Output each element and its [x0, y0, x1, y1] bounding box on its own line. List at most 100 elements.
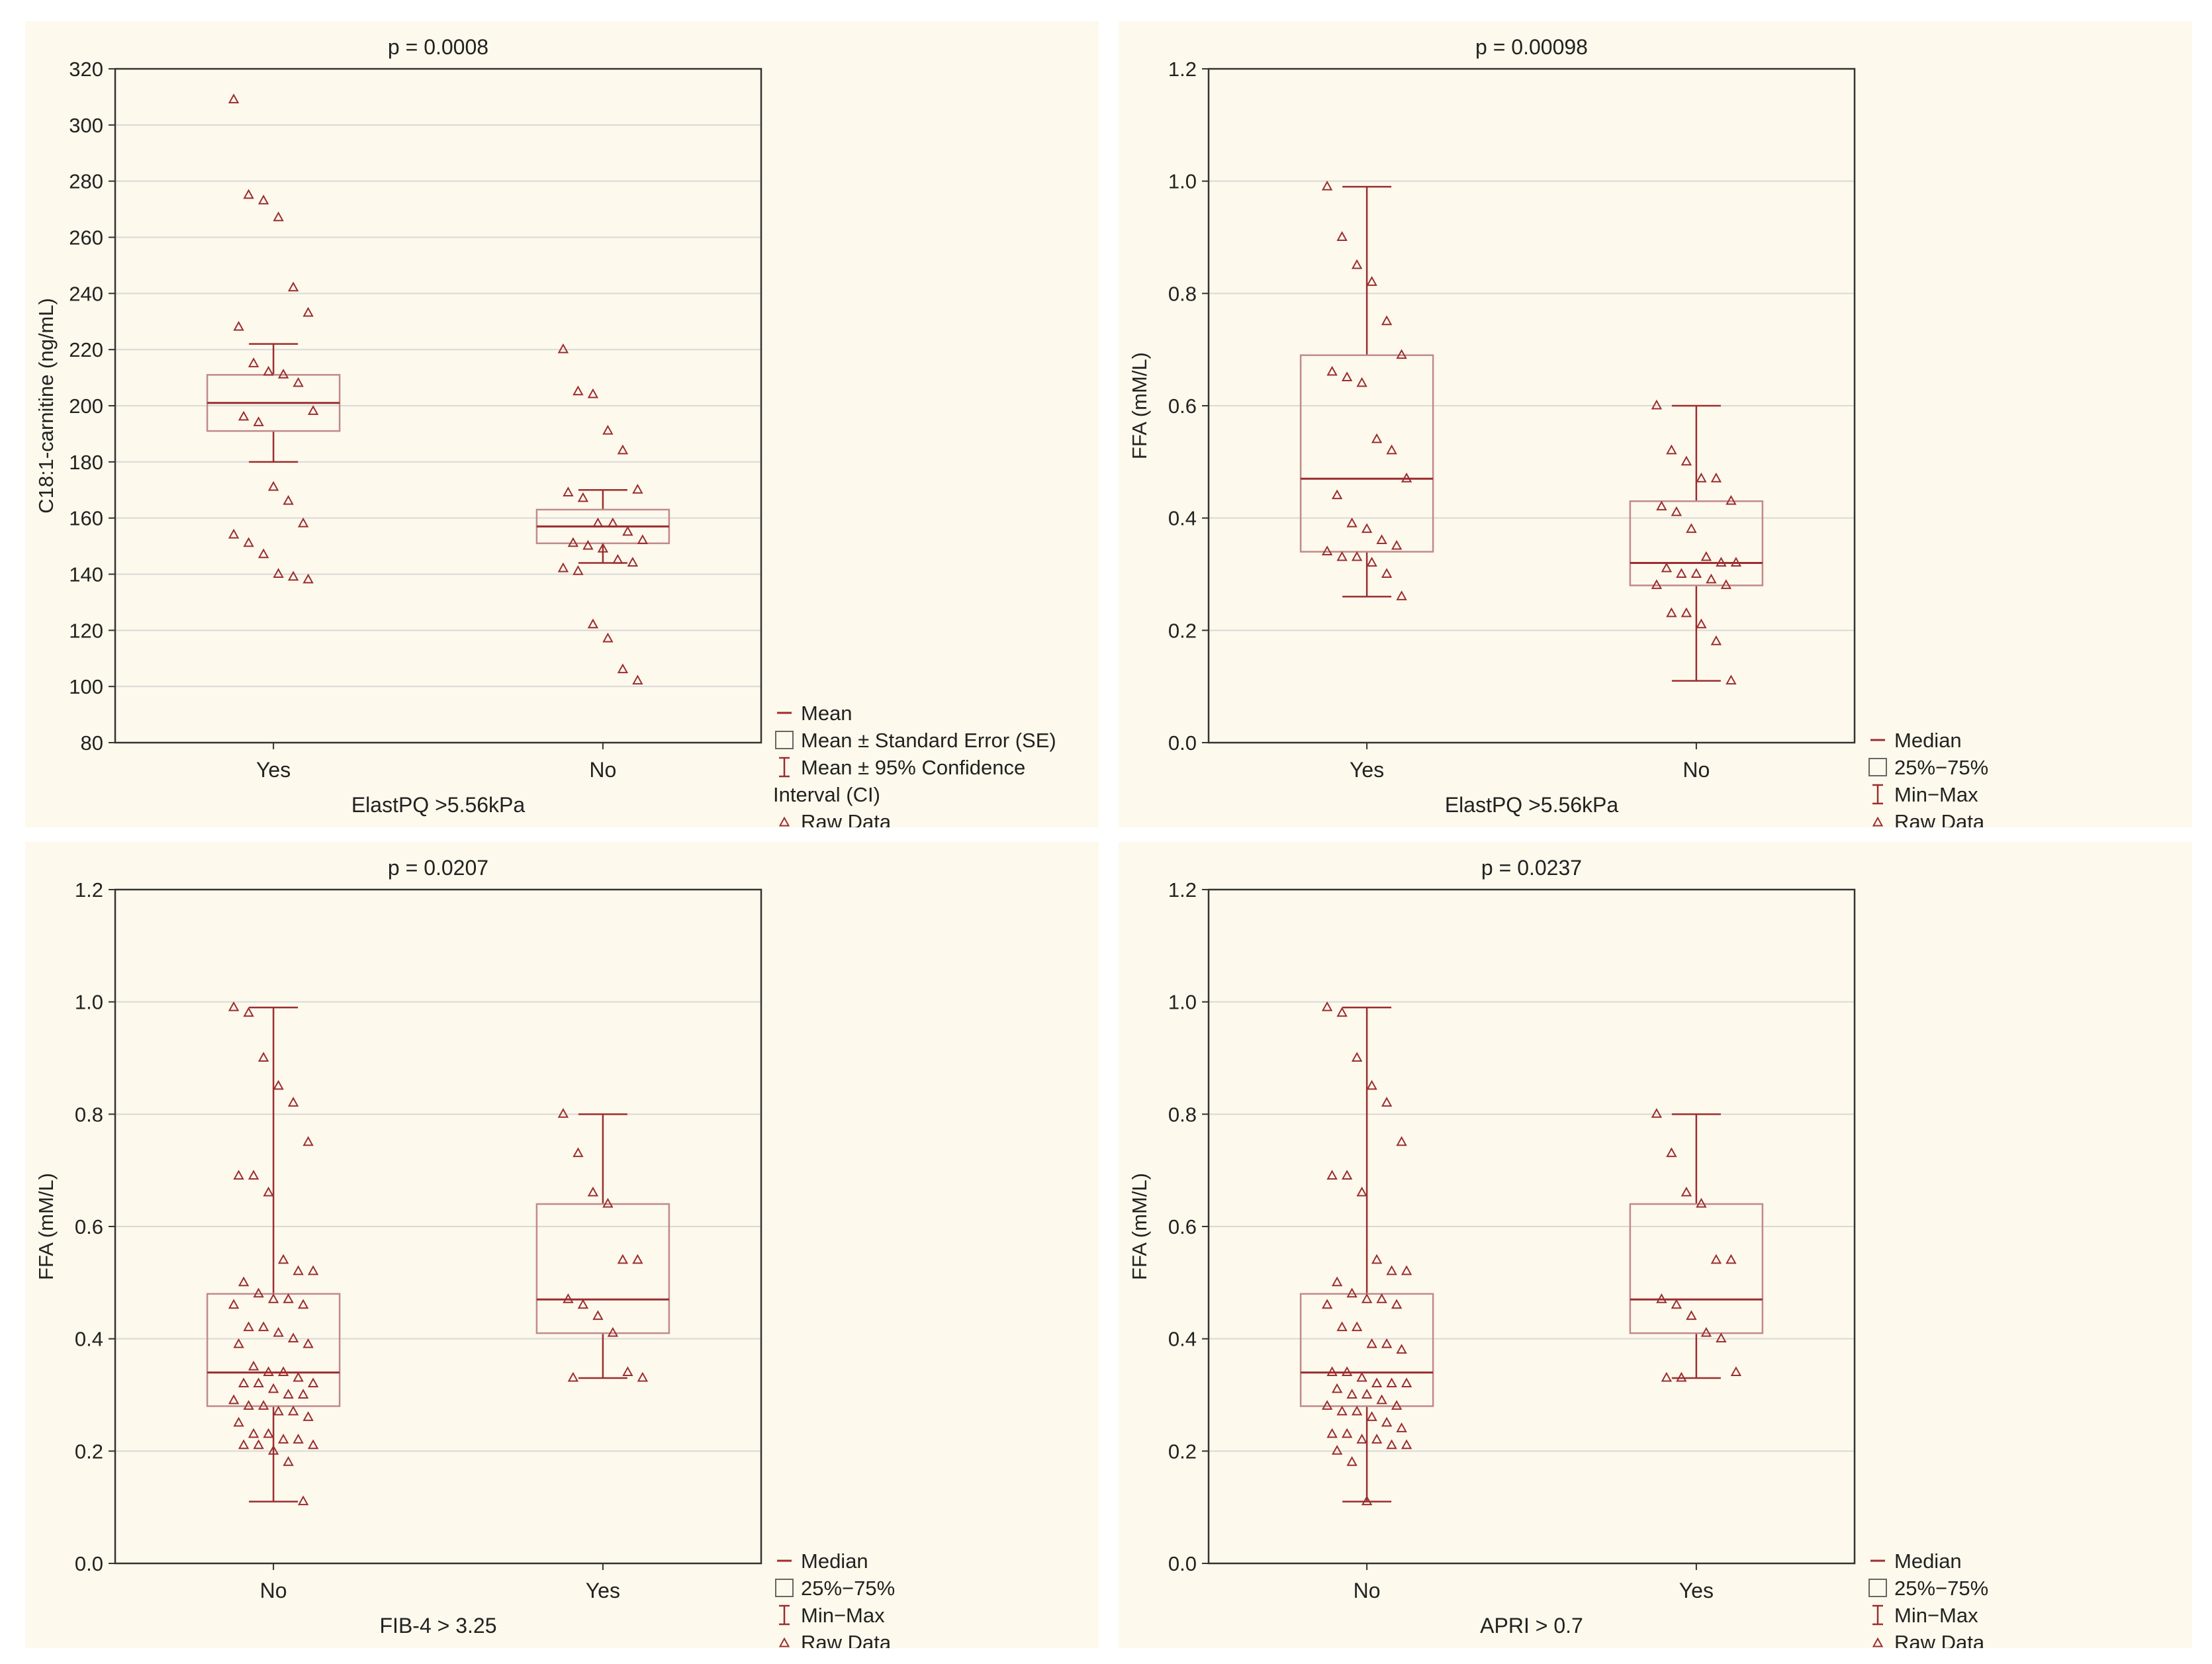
y-tick-label: 0.2: [1168, 1440, 1197, 1463]
raw-data-point: [1366, 1080, 1377, 1090]
raw-data-point: [1401, 1439, 1412, 1450]
raw-data-point: [1366, 276, 1377, 286]
raw-data-point: [1666, 607, 1677, 618]
x-axis-label: ElastPQ >5.56kPa: [351, 793, 526, 817]
raw-data-point: [632, 674, 643, 685]
y-tick-label: 1.0: [1168, 170, 1197, 193]
raw-data-point: [1710, 1254, 1722, 1264]
raw-data-point: [1341, 1366, 1353, 1377]
raw-data-point: [622, 1366, 633, 1377]
raw-data-point: [263, 1428, 274, 1438]
x-tick-label: No: [1682, 758, 1710, 782]
raw-data-point: [563, 1293, 574, 1303]
raw-data-point: [1716, 1332, 1727, 1343]
raw-data-point: [1710, 472, 1722, 483]
raw-data-point: [1396, 1136, 1407, 1146]
raw-data-point: [253, 416, 264, 426]
raw-data-point: [283, 1389, 294, 1399]
raw-data-point: [1356, 1371, 1367, 1382]
y-axis-label: C18:1-carnitine (ng/mL): [34, 298, 58, 514]
raw-data-point: [632, 1254, 643, 1264]
raw-data-point: [297, 1389, 309, 1399]
raw-data-point: [1351, 259, 1363, 269]
raw-data-point: [228, 1299, 240, 1309]
raw-data-point: [612, 553, 623, 564]
raw-data-point: [1366, 1411, 1377, 1421]
y-tick-label: 0.2: [75, 1440, 103, 1463]
y-tick-label: 1.2: [1168, 878, 1197, 901]
raw-data-point: [567, 1371, 579, 1382]
legend-swatch-triangle: [778, 816, 790, 827]
raw-data-point: [592, 517, 604, 528]
raw-data-point: [1376, 534, 1387, 545]
raw-data-point: [587, 388, 599, 398]
raw-data-point: [233, 1170, 244, 1180]
raw-data-point: [1331, 489, 1343, 500]
y-tick-label: 320: [69, 58, 103, 81]
legend-label: Interval (CI): [773, 783, 880, 806]
y-tick-label: 200: [69, 394, 103, 418]
raw-data-point: [1391, 1400, 1403, 1410]
raw-data-point: [1381, 1416, 1393, 1427]
y-tick-label: 140: [69, 563, 103, 586]
raw-data-point: [273, 211, 284, 222]
raw-data-point: [1396, 1422, 1407, 1432]
raw-data-point: [257, 1321, 269, 1332]
raw-data-point: [1681, 1186, 1692, 1197]
y-tick-label: 1.2: [75, 878, 103, 901]
raw-data-point: [602, 1197, 614, 1208]
y-axis-label: FFA (mM/L): [34, 1173, 58, 1280]
x-tick-label: Yes: [586, 1579, 620, 1602]
raw-data-point: [287, 571, 299, 581]
y-tick-label: 1.0: [1168, 991, 1197, 1014]
raw-data-point: [1391, 1299, 1403, 1309]
raw-data-point: [1686, 1310, 1697, 1320]
legend-label: Median: [801, 1549, 868, 1573]
raw-data-point: [297, 1299, 309, 1309]
box-interquartile: [1629, 1203, 1764, 1334]
raw-data-point: [577, 1299, 589, 1309]
box-interquartile: [1629, 500, 1764, 586]
raw-data-point: [1396, 1344, 1407, 1354]
x-axis-label: APRI > 0.7: [1480, 1614, 1583, 1638]
legend-label: Mean ± 95% Confidence: [801, 756, 1025, 779]
raw-data-point: [602, 632, 614, 643]
raw-data-point: [622, 526, 633, 536]
chart-panel-top-right: 0.0 0.2 0.4 0.6 0.8 1.0 1.2 Yes No p = 0.00098 Ela…: [1119, 21, 2192, 827]
chart-title: p = 0.00098: [1475, 35, 1588, 59]
raw-data-point: [617, 663, 629, 674]
raw-data-point: [637, 1371, 649, 1382]
raw-data-point: [1361, 1389, 1373, 1399]
x-axis-label: ElastPQ >5.56kPa: [1445, 793, 1619, 817]
raw-data-point: [1336, 1007, 1348, 1017]
raw-data-point: [307, 1265, 319, 1275]
box-plot-ffa-vs-apri: 0.0 0.2 0.4 0.6 0.8 1.0 1.2 No Yes p = 0.0237 APRI…: [1128, 856, 1988, 1648]
raw-data-point: [1371, 433, 1383, 443]
raw-data-point: [1356, 1186, 1367, 1197]
legend-swatch-box: [1868, 1579, 1887, 1597]
raw-data-point: [1346, 1389, 1358, 1399]
chart-panel-bottom-left: 0.0 0.2 0.4 0.6 0.8 1.0 1.2 No Yes p = 0.0207 FIB-…: [25, 842, 1099, 1648]
raw-data-point: [257, 1400, 269, 1410]
raw-data-point: [1336, 231, 1348, 241]
raw-data-point: [1690, 568, 1702, 578]
raw-data-point: [248, 1170, 259, 1180]
y-tick-label: 80: [81, 731, 103, 755]
raw-data-point: [257, 548, 269, 559]
raw-data-point: [1341, 1428, 1353, 1438]
raw-data-point: [1361, 1293, 1373, 1303]
y-tick-label: 0.8: [1168, 282, 1197, 305]
box-interquartile: [535, 1203, 670, 1334]
y-axis-label: FFA (mM/L): [1128, 1173, 1151, 1280]
raw-data-point: [253, 1287, 264, 1298]
raw-data-point: [238, 1377, 250, 1387]
raw-data-point: [267, 1293, 279, 1303]
raw-data-point: [1730, 557, 1742, 567]
chart-title: p = 0.0207: [388, 856, 488, 880]
raw-data-point: [1696, 472, 1707, 483]
raw-data-point: [243, 1400, 254, 1410]
raw-data-point: [1700, 551, 1712, 561]
raw-data-point: [1351, 1321, 1363, 1332]
raw-data-point: [243, 1321, 254, 1332]
legend-swatch-box: [775, 731, 794, 749]
